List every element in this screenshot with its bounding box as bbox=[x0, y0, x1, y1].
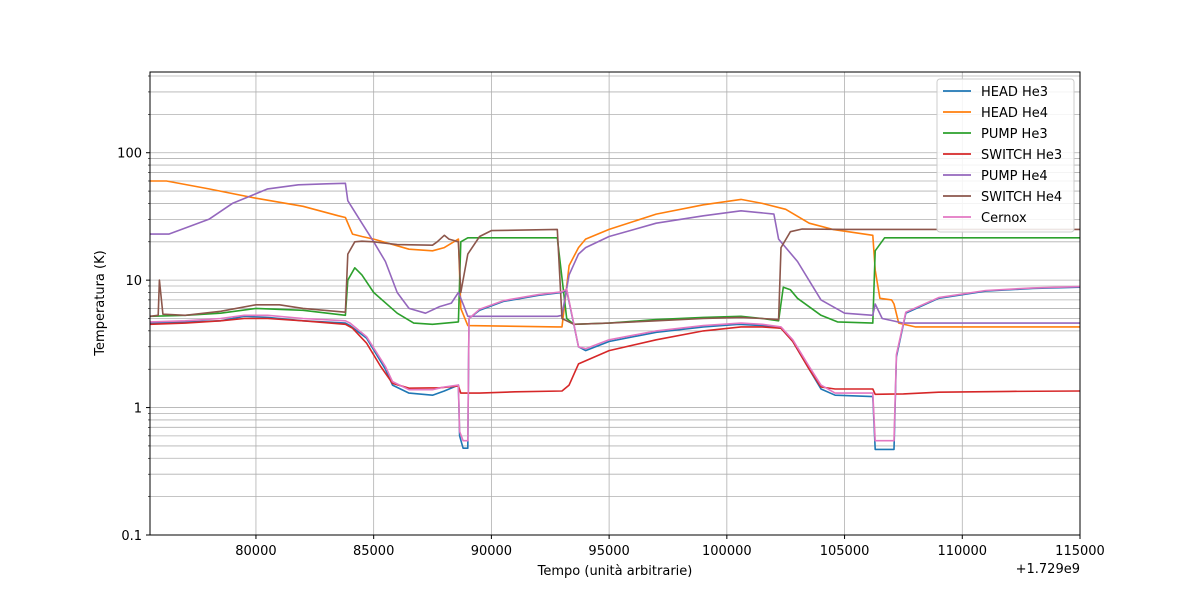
series-line-pump-he4 bbox=[150, 182, 1080, 324]
x-axis-label: Tempo (unità arbitrarie) bbox=[537, 564, 693, 579]
y-tick-label: 0.1 bbox=[121, 529, 142, 544]
x-tick-label: 80000 bbox=[235, 544, 276, 559]
y-axis-label: Temperatura (K) bbox=[93, 250, 108, 356]
y-tick-label: 100 bbox=[117, 147, 142, 162]
series-line-switch-he3 bbox=[149, 317, 1081, 396]
x-tick-label: 115000 bbox=[1055, 544, 1105, 559]
series-line-switch-he4 bbox=[149, 228, 1080, 326]
legend-label: HEAD He4 bbox=[981, 106, 1048, 121]
x-tick-label: 105000 bbox=[820, 544, 870, 559]
ticks: 80000 85000 90000 95000 100000 105000 110000 11… bbox=[117, 75, 1105, 559]
legend-box bbox=[936, 78, 1075, 233]
legend-label: HEAD He3 bbox=[981, 85, 1048, 100]
x-tick-label: 95000 bbox=[588, 544, 629, 559]
legend-label: SWITCH He3 bbox=[981, 148, 1062, 163]
legend-label: PUMP He4 bbox=[981, 169, 1048, 184]
y-tick-label: 10 bbox=[125, 274, 142, 289]
legend-label: PUMP He3 bbox=[981, 127, 1048, 142]
x-tick-label: 110000 bbox=[937, 544, 987, 559]
legend-label: SWITCH He4 bbox=[981, 190, 1062, 205]
plot-frame bbox=[149, 71, 1081, 536]
y-tick-label: 1 bbox=[134, 402, 142, 417]
x-tick-label: 100000 bbox=[702, 544, 752, 559]
x-tick-label: 90000 bbox=[471, 544, 512, 559]
legend: HEAD He3 HEAD He4 PUMP He3 SWITCH He3 PUMP H… bbox=[936, 78, 1075, 233]
legend-label: Cernox bbox=[981, 211, 1027, 226]
series-lines bbox=[149, 180, 1081, 451]
series-line-cernox bbox=[149, 285, 1081, 442]
x-offset-label: +1.729e9 bbox=[1016, 562, 1080, 577]
x-tick-label: 85000 bbox=[353, 544, 394, 559]
